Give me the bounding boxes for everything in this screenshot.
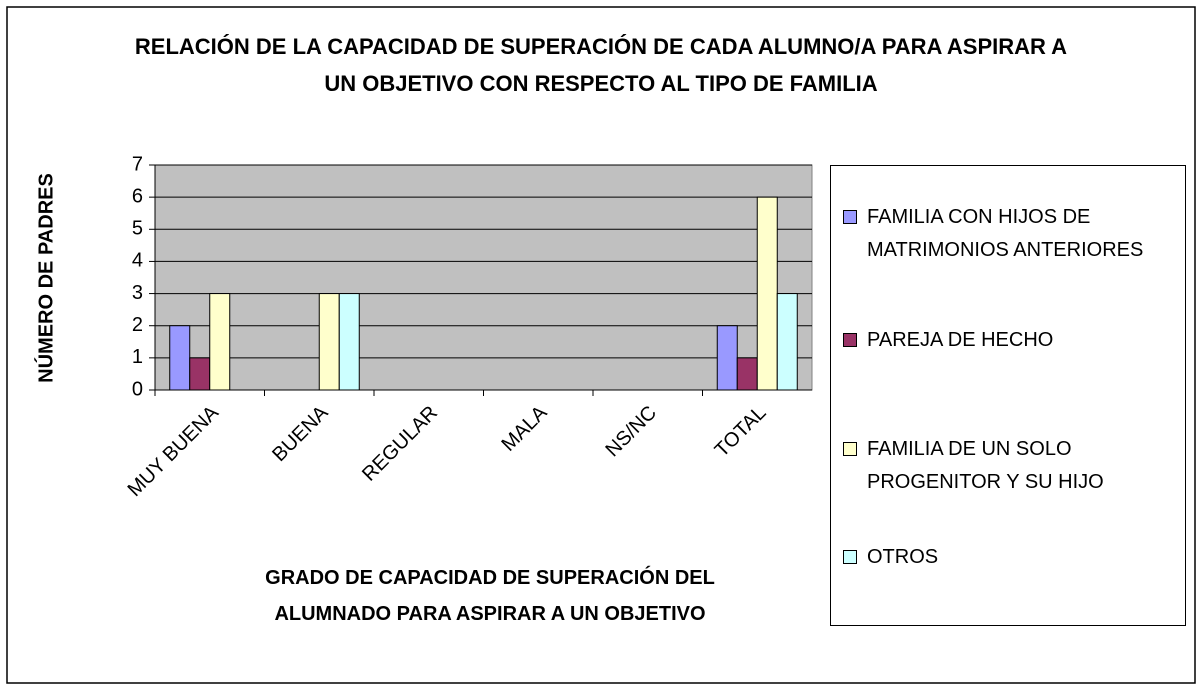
bar bbox=[338, 293, 360, 391]
legend-label: PAREJA DE HECHO bbox=[867, 329, 1054, 351]
legend-swatch bbox=[843, 550, 857, 564]
plot-area bbox=[154, 164, 813, 391]
y-tick-label: 3 bbox=[132, 282, 143, 304]
bar bbox=[776, 293, 798, 391]
bar bbox=[169, 325, 191, 391]
legend-swatch bbox=[843, 210, 857, 224]
y-tick-label: 5 bbox=[132, 218, 143, 240]
bar bbox=[189, 357, 211, 391]
bar bbox=[209, 293, 231, 391]
chart-title: RELACIÓN DE LA CAPACIDAD DE SUPERACIÓN D… bbox=[134, 34, 1068, 96]
legend-label: FAMILIA DE UN SOLO PROGENITOR Y SU HIJO bbox=[867, 438, 1104, 493]
y-tick-label: 7 bbox=[132, 153, 143, 175]
bar bbox=[318, 293, 340, 391]
y-tick-label: 0 bbox=[132, 378, 143, 400]
y-tick-label: 6 bbox=[132, 185, 143, 207]
legend-label: OTROS bbox=[867, 546, 939, 568]
y-tick-label: 1 bbox=[132, 346, 143, 368]
y-tick-label: 2 bbox=[132, 314, 143, 336]
y-axis-label: NÚMERO DE PADRES bbox=[33, 173, 57, 383]
legend-swatch bbox=[843, 333, 857, 347]
bar bbox=[756, 196, 778, 391]
x-axis-label: GRADO DE CAPACIDAD DE SUPERACIÓN DEL ALU… bbox=[265, 567, 715, 625]
legend: FAMILIA CON HIJOS DE MATRIMONIOS ANTERIO… bbox=[830, 165, 1186, 626]
legend-label: FAMILIA CON HIJOS DE MATRIMONIOS ANTERIO… bbox=[867, 206, 1144, 261]
bar bbox=[716, 325, 738, 391]
legend-swatch bbox=[843, 442, 857, 456]
bar bbox=[736, 357, 758, 391]
y-tick-label: 4 bbox=[132, 250, 143, 272]
